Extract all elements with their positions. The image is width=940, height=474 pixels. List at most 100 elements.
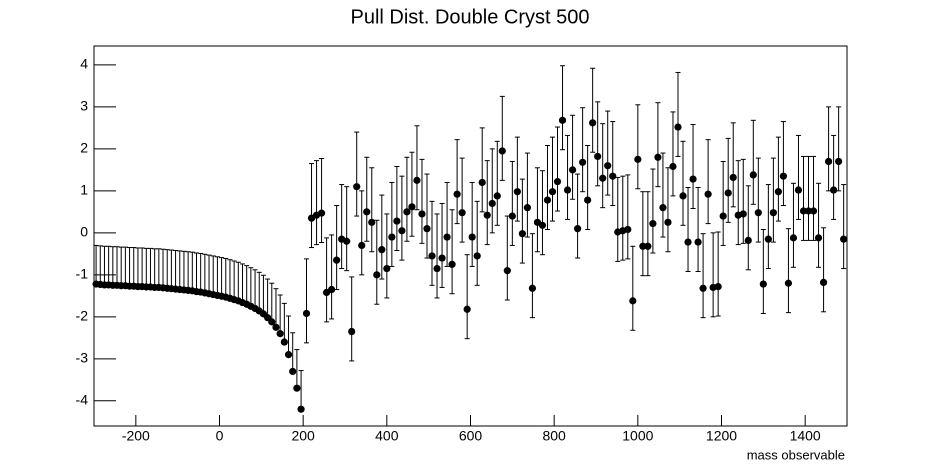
x-tick-label: 200 <box>291 428 315 444</box>
data-point <box>679 192 687 200</box>
data-point <box>684 238 692 246</box>
data-point <box>664 218 672 226</box>
data-point <box>764 235 772 243</box>
data-point <box>423 225 431 233</box>
data-point <box>729 173 737 182</box>
data-point <box>789 234 798 242</box>
data-point <box>398 227 406 235</box>
data-point <box>794 186 803 194</box>
data-point <box>463 305 471 313</box>
y-tick-label: 0 <box>80 224 88 240</box>
data-point <box>289 367 297 376</box>
data-point <box>528 284 537 292</box>
data-point <box>573 225 582 233</box>
x-tick-label: 1000 <box>622 428 653 444</box>
data-point <box>558 116 567 124</box>
data-point <box>629 297 637 305</box>
data-point <box>568 166 577 174</box>
data-point <box>553 178 562 186</box>
chart-title: Pull Dist. Double Cryst 500 <box>351 6 590 28</box>
x-tick-label: 1400 <box>790 428 821 444</box>
data-point <box>624 225 632 234</box>
data-point <box>503 267 511 275</box>
data-point <box>749 171 757 179</box>
data-point <box>513 188 521 196</box>
data-point <box>438 254 446 262</box>
data-point <box>383 264 391 273</box>
data-point <box>523 204 531 212</box>
data-point <box>819 278 828 286</box>
data-point <box>543 196 552 204</box>
data-point <box>428 252 436 260</box>
data-point <box>814 234 823 242</box>
data-point <box>669 162 677 171</box>
data-point <box>604 162 612 170</box>
data-point <box>468 233 476 241</box>
y-tick-label: -2 <box>76 308 89 324</box>
data-point <box>378 246 386 254</box>
data-point <box>498 147 506 155</box>
data-point <box>363 208 371 216</box>
data-point <box>599 174 607 182</box>
data-point <box>563 186 572 194</box>
data-point <box>799 207 808 215</box>
data-point <box>413 176 421 184</box>
data-point <box>448 260 456 268</box>
data-point <box>348 327 356 336</box>
data-point <box>609 172 617 180</box>
data-point <box>589 119 597 127</box>
y-tick-label: -1 <box>76 266 89 282</box>
x-tick-label: 0 <box>216 428 224 444</box>
x-tick-label: 1200 <box>706 428 737 444</box>
data-point <box>284 351 293 359</box>
y-tick-label: -3 <box>76 350 89 366</box>
data-point <box>433 264 441 273</box>
x-tick-label: -200 <box>122 428 150 444</box>
data-point <box>276 330 284 338</box>
data-point <box>644 242 652 250</box>
data-point <box>297 405 305 413</box>
data-point <box>634 155 642 163</box>
data-point <box>784 279 793 287</box>
data-point <box>388 233 396 241</box>
data-point <box>704 190 712 198</box>
data-point <box>393 217 401 225</box>
data-point <box>840 235 848 243</box>
data-point <box>418 210 426 218</box>
data-point <box>268 318 276 326</box>
data-point <box>809 207 818 215</box>
data-point <box>584 196 592 204</box>
data-point <box>488 199 496 208</box>
data-point <box>724 189 732 197</box>
data-point <box>280 338 288 346</box>
data-point <box>639 242 647 250</box>
data-point <box>699 284 707 292</box>
data-point <box>478 178 486 187</box>
data-point <box>368 218 376 226</box>
x-tick-label: 800 <box>542 428 566 444</box>
y-tick-label: -4 <box>76 392 89 408</box>
data-point <box>343 237 351 245</box>
data-point <box>694 238 702 246</box>
data-point <box>719 212 727 220</box>
data-point <box>508 212 516 220</box>
data-point <box>473 252 481 260</box>
data-point <box>453 190 461 198</box>
data-point <box>548 188 557 196</box>
data-point <box>317 209 326 217</box>
data-point <box>739 210 747 218</box>
data-point <box>538 221 547 229</box>
data-point <box>754 209 762 217</box>
data-point <box>302 309 311 318</box>
data-point <box>744 236 752 245</box>
data-point <box>518 230 526 238</box>
data-point <box>649 220 657 228</box>
x-tick-label: 600 <box>459 428 483 444</box>
data-point <box>769 209 777 217</box>
data-point <box>293 384 301 392</box>
data-point <box>458 209 466 217</box>
data-point <box>830 186 838 194</box>
data-point <box>659 204 667 212</box>
